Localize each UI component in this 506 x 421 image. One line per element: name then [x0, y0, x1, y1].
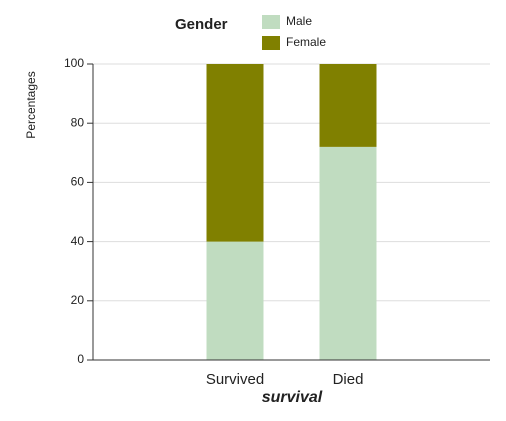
legend-swatch	[262, 36, 280, 50]
y-tick-label: 80	[71, 115, 85, 129]
y-tick-label: 60	[71, 175, 85, 189]
legend-swatch	[262, 15, 280, 29]
x-axis-label: survival	[262, 389, 323, 406]
y-tick-label: 0	[77, 352, 84, 366]
y-axis-label: Percentages	[24, 71, 38, 138]
bar-segment	[206, 64, 264, 242]
bar-segment	[319, 146, 377, 360]
x-tick-label: Survived	[206, 371, 264, 388]
bar-segment	[206, 241, 264, 360]
legend-label: Female	[286, 35, 326, 49]
y-tick-label: 40	[71, 234, 85, 248]
legend-title: Gender	[175, 16, 228, 33]
y-tick-label: 100	[64, 56, 84, 70]
bar-segment	[319, 64, 377, 147]
y-tick-label: 20	[71, 293, 85, 307]
x-tick-label: Died	[333, 371, 364, 388]
legend-label: Male	[286, 14, 312, 28]
